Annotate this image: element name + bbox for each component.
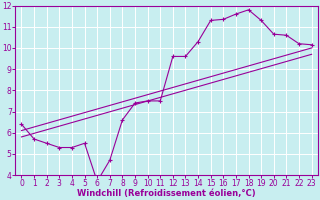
X-axis label: Windchill (Refroidissement éolien,°C): Windchill (Refroidissement éolien,°C)	[77, 189, 256, 198]
